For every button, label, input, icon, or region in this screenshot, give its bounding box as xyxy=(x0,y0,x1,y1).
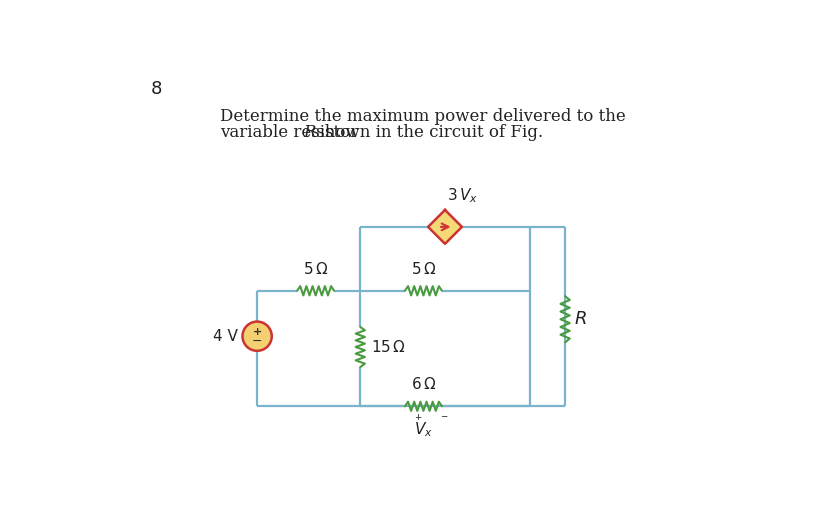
Text: Determine the maximum power delivered to the: Determine the maximum power delivered to… xyxy=(220,107,626,125)
Text: $3\,V_x$: $3\,V_x$ xyxy=(447,187,478,205)
Text: $5\,\Omega$: $5\,\Omega$ xyxy=(411,261,436,277)
Text: $6\,\Omega$: $6\,\Omega$ xyxy=(411,377,436,392)
Text: +: + xyxy=(252,327,262,337)
Text: $15\,\Omega$: $15\,\Omega$ xyxy=(371,339,407,355)
Text: variable resistor: variable resistor xyxy=(220,125,364,142)
Text: R: R xyxy=(303,125,316,142)
Text: 4 V: 4 V xyxy=(213,329,238,344)
Text: −: − xyxy=(252,335,262,348)
Text: $5\,\Omega$: $5\,\Omega$ xyxy=(303,261,328,277)
Text: $^+$: $^+$ xyxy=(412,413,423,426)
Text: $V_x$: $V_x$ xyxy=(414,420,433,439)
Text: 8: 8 xyxy=(151,80,162,98)
Text: $^-$: $^-$ xyxy=(439,413,449,426)
Text: shown in the circuit of Fig.: shown in the circuit of Fig. xyxy=(311,125,543,142)
Polygon shape xyxy=(428,210,462,244)
Circle shape xyxy=(242,321,272,351)
Text: $R$: $R$ xyxy=(575,310,587,328)
